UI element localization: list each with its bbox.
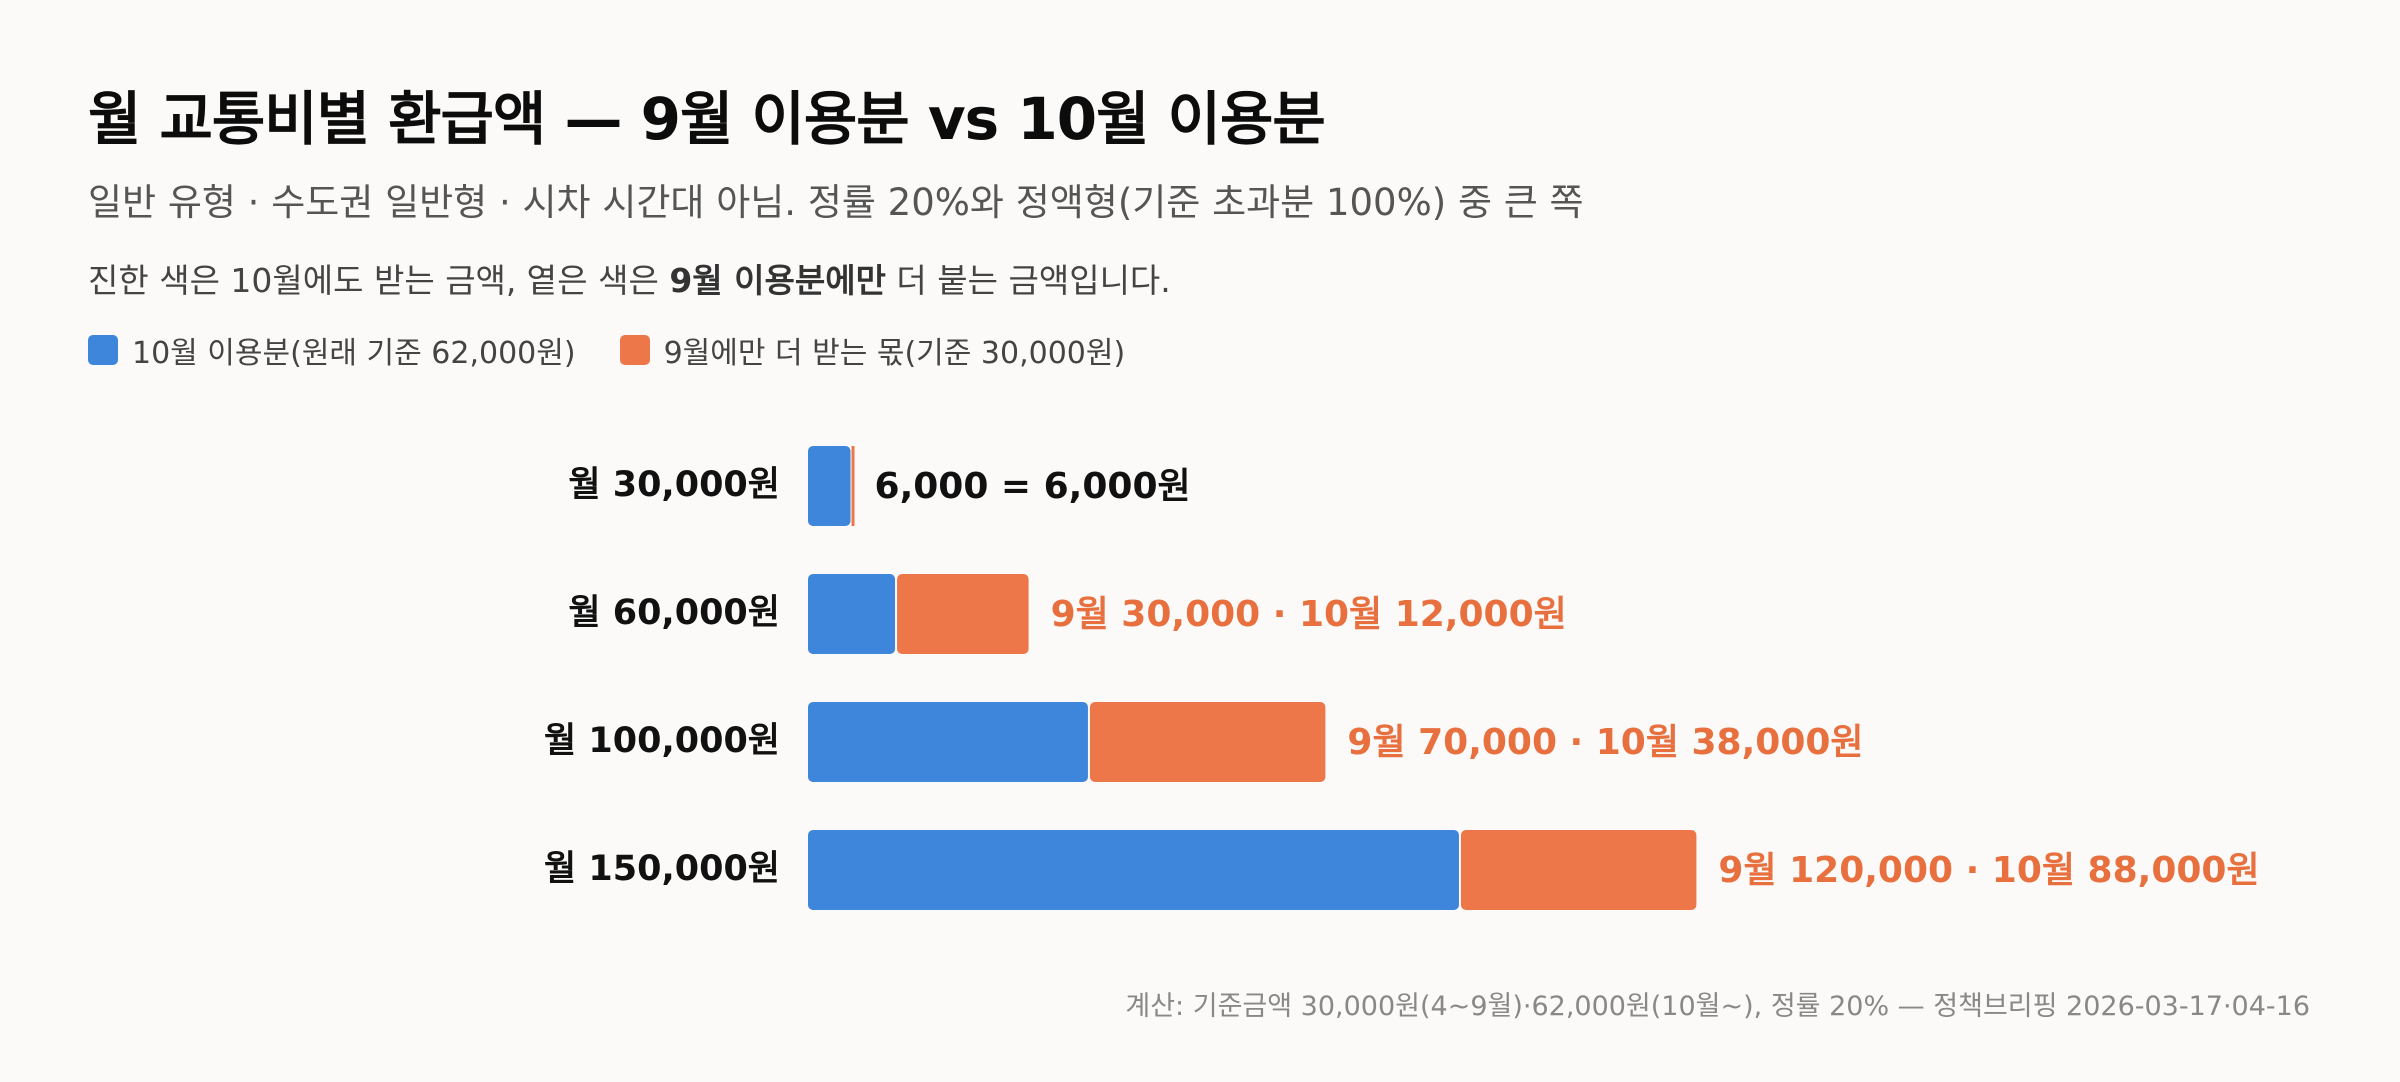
chart-note: 진한 색은 10월에도 받는 금액, 옅은 색은 9월 이용분에만 더 붙는 금… <box>88 254 1171 302</box>
legend: 10월 이용분(원래 기준 62,000원) 9월에만 더 받는 몫(기준 30… <box>88 328 1169 372</box>
chart-title: 월 교통비별 환급액 — 9월 이용분 vs 10월 이용분 <box>88 85 1326 153</box>
bar-september-extra <box>1460 830 1697 910</box>
data-label: 9월 120,000 · 10월 88,000원 <box>1718 850 2259 891</box>
data-label: 6,000 = 6,000원 <box>875 466 1191 507</box>
legend-label-september: 9월에만 더 받는 몫(기준 30,000원) <box>663 336 1126 371</box>
chart-subtitle: 일반 유형 · 수도권 일반형 · 시차 시간대 아님. 정률 20%와 정액형… <box>88 181 1584 224</box>
bar-october <box>808 574 896 654</box>
bar-october <box>808 702 1088 782</box>
legend-item-september: 9월에만 더 받는 몫(기준 30,000원) <box>619 328 1126 372</box>
bar-october <box>808 830 1459 910</box>
bar-september-extra <box>1089 702 1326 782</box>
note-suffix: 더 붙는 금액입니다. <box>885 261 1171 300</box>
bar-october <box>808 446 851 526</box>
legend-swatch-october <box>88 335 118 365</box>
legend-swatch-september <box>619 335 650 365</box>
data-label: 9월 70,000 · 10월 38,000원 <box>1347 722 1863 763</box>
category-label: 월 100,000원 <box>544 721 780 761</box>
category-label: 월 60,000원 <box>568 593 780 633</box>
bar-september-extra <box>897 574 1029 654</box>
bar-september-extra <box>851 446 855 526</box>
data-label: 9월 30,000 · 10월 12,000원 <box>1051 594 1567 635</box>
category-label: 월 150,000원 <box>544 849 780 889</box>
footnote: 계산: 기준금액 30,000원(4~9월)·62,000원(10월~), 정률… <box>1125 991 2310 1022</box>
legend-item-october: 10월 이용분(원래 기준 62,000원) <box>88 328 576 372</box>
legend-label-october: 10월 이용분(원래 기준 62,000원) <box>132 336 576 371</box>
note-prefix: 진한 색은 10월에도 받는 금액, 옅은 색은 <box>88 261 670 300</box>
category-label: 월 30,000원 <box>568 465 780 505</box>
note-bold: 9월 이용분에만 <box>669 261 886 300</box>
